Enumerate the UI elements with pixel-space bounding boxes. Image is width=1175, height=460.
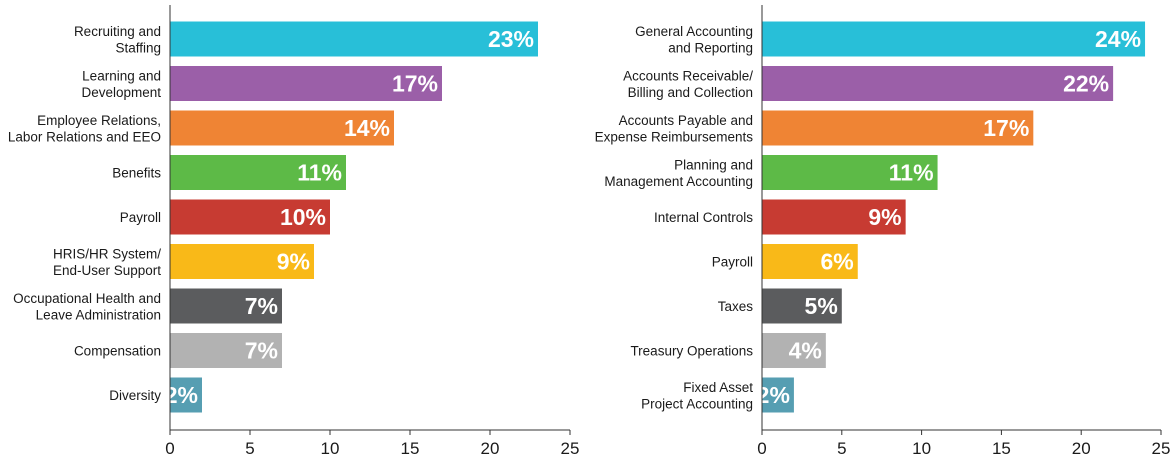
x-tick-label-2: 10	[912, 439, 931, 458]
category-label-5: Internal Controls	[654, 210, 753, 225]
data-label-5: 10%	[280, 204, 326, 230]
category-label-5: Payroll	[120, 210, 161, 225]
data-label-7: 5%	[805, 293, 838, 319]
bar-3	[170, 110, 394, 146]
bar-6	[170, 244, 314, 279]
data-label-6: 6%	[821, 249, 854, 275]
category-label-6: HRIS/HR System/End-User Support	[53, 246, 161, 278]
x-tick-label-1: 5	[245, 439, 254, 458]
category-label-4: Planning and Management Accounting	[604, 157, 753, 189]
data-label-4: 11%	[889, 160, 934, 186]
data-label-3: 14%	[344, 115, 390, 141]
category-label-8: Compensation	[74, 344, 161, 359]
x-tick-label-0: 0	[757, 439, 766, 458]
bar-7	[762, 288, 842, 324]
data-label-2: 22%	[1063, 71, 1109, 97]
bar-2	[170, 66, 442, 101]
data-label-1: 24%	[1095, 26, 1141, 52]
chart-right: 24% General Accounting and Reporting 22% Acc…	[595, 5, 1171, 458]
x-tick-label-4: 20	[481, 439, 500, 458]
category-label-1: General Accounting and Reporting	[635, 24, 753, 56]
x-tick-label-3: 15	[401, 439, 420, 458]
bar-4	[762, 155, 938, 190]
bar-5	[762, 199, 906, 235]
bar-9	[170, 377, 202, 413]
bar-9	[762, 377, 794, 413]
category-label-3: Accounts Payable and Expense Reimbursemen…	[595, 113, 754, 145]
bar-1	[762, 21, 1146, 57]
x-tick-label-2: 10	[321, 439, 340, 458]
data-label-6: 9%	[277, 249, 310, 275]
x-tick-label-5: 25	[1152, 439, 1171, 458]
bar-8	[762, 333, 826, 368]
bar-1	[170, 21, 538, 57]
data-label-8: 4%	[789, 338, 822, 364]
x-tick-label-1: 5	[837, 439, 846, 458]
bar-6	[762, 244, 858, 279]
bar-7	[170, 288, 282, 324]
data-label-4: 11%	[297, 160, 342, 186]
data-label-1: 23%	[488, 26, 534, 52]
x-tick-label-5: 25	[561, 439, 580, 458]
bar-4	[170, 155, 346, 190]
category-label-4: Benefits	[112, 166, 161, 181]
bar-3	[762, 110, 1034, 146]
data-label-5: 9%	[868, 204, 901, 230]
x-tick-label-0: 0	[165, 439, 174, 458]
data-label-2: 17%	[392, 71, 438, 97]
category-label-2: Accounts Receivable/Billing and Collecti…	[623, 68, 753, 100]
category-label-9: Diversity	[109, 388, 161, 403]
x-tick-label-4: 20	[1072, 439, 1091, 458]
category-label-8: Treasury Operations	[630, 344, 753, 359]
data-label-8: 7%	[245, 338, 278, 364]
bar-8	[170, 333, 282, 368]
chart-left: 23% Recruiting and Staffing 17% Learning and…	[8, 5, 580, 458]
category-label-7: Taxes	[718, 299, 754, 314]
category-label-6: Payroll	[712, 255, 753, 270]
x-tick-label-3: 15	[992, 439, 1011, 458]
category-label-1: Recruiting and Staffing	[74, 24, 161, 56]
category-label-3: Employee Relations, Labor Relations and E…	[8, 113, 161, 145]
bar-5	[170, 199, 330, 235]
data-label-3: 17%	[983, 115, 1029, 141]
category-label-7: Occupational Health and Leave Administrat…	[13, 291, 161, 323]
data-label-7: 7%	[245, 293, 278, 319]
bar-2	[762, 66, 1114, 101]
category-label-9: Fixed Asset Project Accounting	[641, 380, 753, 412]
category-label-2: Learning and Development	[81, 68, 161, 100]
